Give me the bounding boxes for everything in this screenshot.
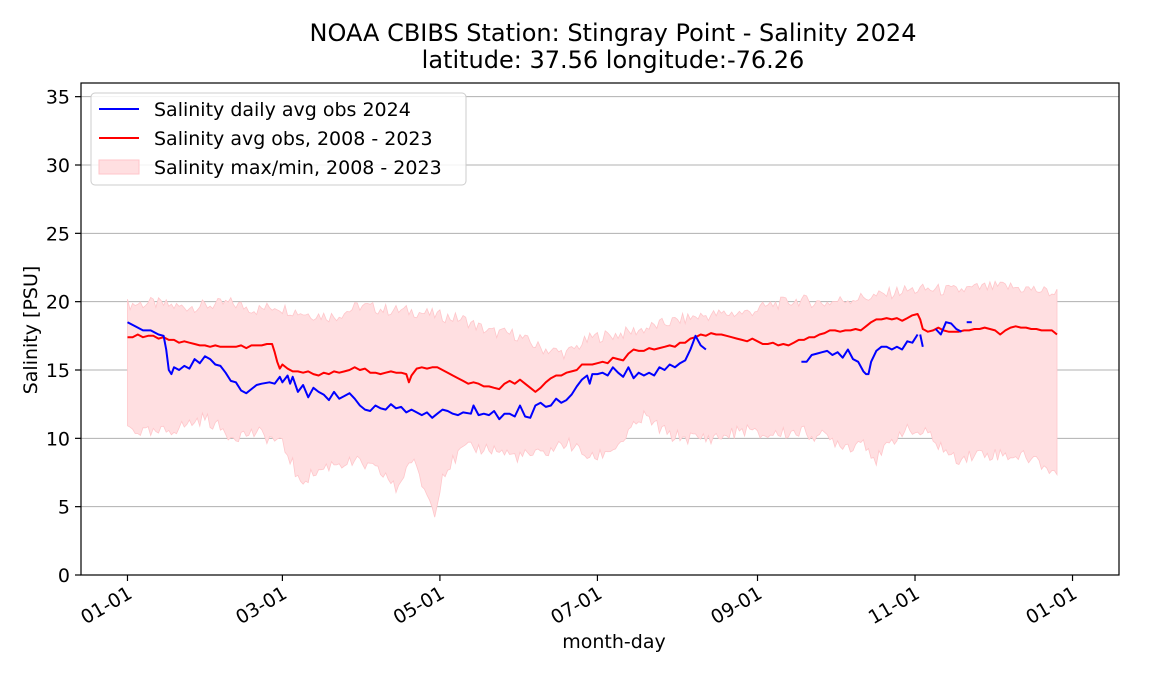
daily-2024-line [801,333,919,376]
legend-label: Salinity avg obs, 2008 - 2023 [154,128,433,150]
avg-2008-2023-line [127,313,1058,393]
legend-box [90,92,467,186]
y-tick-label: 20 [46,292,70,314]
max-min-band [127,280,1058,518]
daily-2024-line [934,321,962,336]
y-axis-label: Salinity [PSU] [20,266,42,395]
y-tick-label: 0 [58,565,70,587]
x-axis-label: month-day [562,631,665,653]
y-tick-label: 5 [58,497,70,519]
y-tick-label: 30 [46,155,70,177]
daily-2024-line [127,321,707,421]
legend-label: Salinity daily avg obs 2024 [154,99,411,121]
y-tick-label: 10 [46,428,70,450]
legend-band-swatch [98,159,140,175]
plot-frame [80,82,1120,576]
legend-label: Salinity max/min, 2008 - 2023 [154,157,442,179]
y-tick-label: 35 [46,87,70,109]
y-tick-label: 15 [46,360,70,382]
chart-title: NOAA CBIBS Station: Stingray Point - Sal… [310,19,917,47]
y-tick-label: 25 [46,223,70,245]
chart-subtitle: latitude: 37.56 longitude:-76.26 [422,46,805,74]
legend: Salinity daily avg obs 2024 Salinity avg … [90,92,467,186]
daily-2024-line [919,334,924,348]
